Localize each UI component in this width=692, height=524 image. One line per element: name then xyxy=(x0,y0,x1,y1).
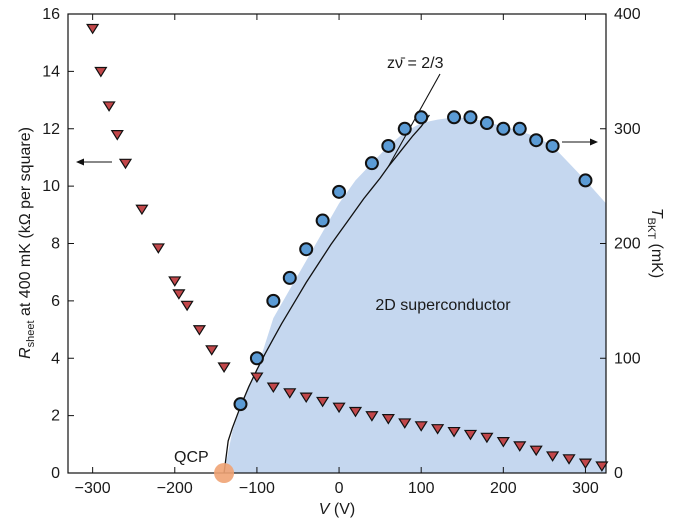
x-tick-label: −300 xyxy=(75,480,111,497)
y-left-tick-label: 0 xyxy=(51,465,60,482)
resistance-point xyxy=(86,23,100,35)
x-tick-label: −100 xyxy=(239,480,275,497)
fit-label-leader xyxy=(387,73,441,167)
resistance-point xyxy=(94,66,108,78)
tbkt-point xyxy=(479,116,494,131)
resistance-point xyxy=(110,130,124,141)
resistance-point xyxy=(578,458,593,470)
tbkt-point xyxy=(496,121,511,136)
x-tick-label: 100 xyxy=(408,480,435,497)
tbkt-point xyxy=(381,138,396,153)
x-tick-label: −200 xyxy=(157,480,193,497)
y-axis-left-title: Rsheet at 400 mK (kΩ per square) xyxy=(17,127,37,359)
y-left-tick-label: 6 xyxy=(51,293,60,310)
region-label: 2D superconductor xyxy=(375,297,511,314)
y-right-tick-label: 0 xyxy=(614,465,623,482)
tbkt-point xyxy=(364,156,379,171)
resistance-point xyxy=(562,454,576,465)
resistance-point xyxy=(151,243,165,254)
tbkt-point xyxy=(249,351,264,366)
y-right-tick-label: 200 xyxy=(614,236,641,253)
tbkt-point xyxy=(545,138,560,153)
x-axis-title: V (V) xyxy=(319,501,355,518)
y-left-tick-label: 4 xyxy=(51,350,60,367)
resistance-point xyxy=(205,345,219,356)
y-left-tick-label: 12 xyxy=(42,121,60,138)
resistance-point xyxy=(217,362,231,373)
tbkt-point xyxy=(282,270,297,285)
tbkt-point xyxy=(332,184,347,199)
resistance-point xyxy=(381,414,395,425)
tbkt-point xyxy=(414,110,429,125)
resistance-point xyxy=(180,300,194,312)
y-right-tick-label: 400 xyxy=(614,6,641,23)
y-axis-right-title: TBKT (mK) xyxy=(645,208,665,278)
y-left-tick-label: 8 xyxy=(51,236,60,253)
y-right-tick-label: 300 xyxy=(614,121,641,138)
x-tick-label: 300 xyxy=(572,480,599,497)
resistance-point xyxy=(168,276,182,287)
y-left-tick-label: 16 xyxy=(42,6,60,23)
x-tick-label: 200 xyxy=(490,480,517,497)
resistance-point xyxy=(250,372,264,383)
resistance-point xyxy=(431,424,445,435)
fit-curve-label: zν̄ = 2/3 xyxy=(387,55,444,72)
resistance-point xyxy=(513,441,527,452)
tbkt-point xyxy=(529,133,544,148)
y-left-tick-label: 10 xyxy=(42,178,60,195)
resistance-point xyxy=(266,382,280,394)
superconductor-region xyxy=(224,117,606,473)
resistance-point xyxy=(496,436,510,448)
right-axis-arrow xyxy=(562,138,598,146)
resistance-point xyxy=(447,426,461,438)
resistance-point xyxy=(283,388,297,399)
qcp-marker xyxy=(214,463,235,483)
resistance-point xyxy=(414,421,428,432)
tbkt-point xyxy=(233,397,248,412)
resistance-point xyxy=(299,392,313,404)
resistance-point xyxy=(172,289,186,300)
resistance-point xyxy=(192,325,207,336)
qcp-label: QCP xyxy=(174,449,209,466)
resistance-point xyxy=(463,429,478,441)
tbkt-point xyxy=(315,213,330,228)
resistance-point xyxy=(348,406,363,418)
resistance-point xyxy=(316,396,330,408)
tbkt-point xyxy=(512,121,527,136)
y-left-tick-label: 14 xyxy=(42,63,60,80)
tbkt-point xyxy=(397,121,412,136)
resistance-point xyxy=(546,451,560,462)
tbkt-point xyxy=(299,242,314,257)
y-left-tick-label: 2 xyxy=(51,408,60,425)
y-right-tick-label: 100 xyxy=(614,350,641,367)
resistance-point xyxy=(135,204,149,216)
tbkt-point xyxy=(447,110,462,125)
tbkt-point xyxy=(463,110,478,125)
resistance-point xyxy=(529,445,543,457)
resistance-point xyxy=(398,418,412,429)
resistance-point xyxy=(595,461,609,472)
resistance-point xyxy=(332,402,346,414)
resistance-point xyxy=(480,432,494,444)
tbkt-point xyxy=(266,293,281,308)
resistance-point xyxy=(118,158,133,170)
resistance-point xyxy=(102,101,116,112)
fit-curve xyxy=(223,114,430,473)
x-tick-label: 0 xyxy=(335,480,344,497)
tbkt-point xyxy=(578,173,593,188)
left-axis-arrow xyxy=(76,158,112,166)
resistance-point xyxy=(365,411,379,422)
